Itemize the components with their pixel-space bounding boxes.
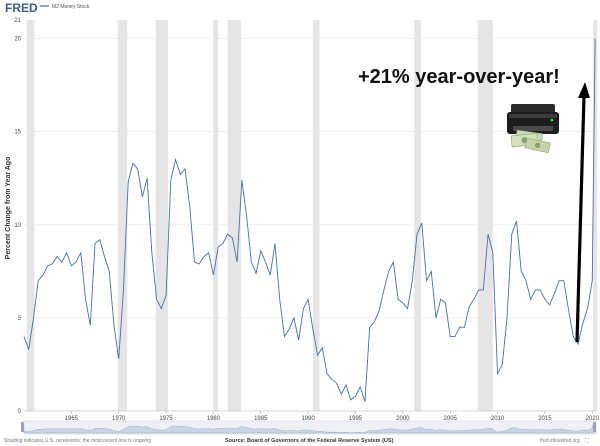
x-tick-label: 2015 [538,416,552,422]
recession-shading [26,20,597,411]
navigator-left-handle[interactable] [21,422,24,432]
recession-bar-1 [117,20,128,411]
y-tick-label: 5 [18,316,22,322]
recession-bar-4 [227,20,241,411]
y-tick-label: 0 [18,409,22,415]
y-tick-label: 15 [14,130,21,136]
recession-bar-7 [477,20,493,411]
y-axis-ticks: 0 5 10 15 20 21 [14,18,21,415]
legend-series-label: M2 Money Stock [52,4,90,10]
recession-bar-6 [414,20,421,411]
x-tick-label: 1975 [159,416,173,422]
x-tick-label: 1995 [349,416,363,422]
x-axis-ticks: 1965 1970 1975 1980 1985 1990 1995 2000 2005 2010… [65,411,600,422]
x-tick-label: 1965 [65,416,79,422]
recession-bar-8 [593,20,597,411]
y-axis-title: Percent Change from Year Ago [5,157,12,260]
legend: M2 Money Stock [40,4,90,10]
x-tick-label: 2005 [444,416,458,422]
navigator-series-shape [23,422,595,434]
y-tick-label: 20 [14,37,21,43]
recession-shading-note: Shading indicates U.S. recessions; the m… [4,438,151,444]
recession-bar-3 [213,20,219,411]
fred-logo[interactable]: FRED [5,1,38,15]
x-tick-label: 2000 [396,416,410,422]
x-tick-label: 1985 [254,416,268,422]
x-tick-label: 1980 [207,416,221,422]
navigator-right-handle[interactable] [593,422,596,432]
fred-site-link[interactable]: fred.stlouisfed.org [540,438,580,444]
annotation-arrow [575,82,590,343]
y-tick-label: 10 [14,223,21,229]
gridlines [24,38,597,412]
printer-printing-money-icon [507,104,559,154]
source-note: Source: Board of Governors of the Federa… [225,438,394,444]
recession-bar-5 [312,20,320,411]
recession-bar-0 [26,20,35,411]
x-tick-label: 2020 [586,416,600,422]
fullscreen-icon[interactable]: ⛶ [585,438,589,444]
x-tick-label: 1990 [301,416,315,422]
m2-series-line [23,38,596,402]
x-tick-label: 2010 [491,416,505,422]
recession-bar-2 [155,20,168,411]
y-tick-label: 21 [14,18,21,24]
range-navigator[interactable] [21,420,597,435]
x-tick-label: 1970 [112,416,126,422]
annotation-text: +21% year-over-year! [358,66,560,88]
